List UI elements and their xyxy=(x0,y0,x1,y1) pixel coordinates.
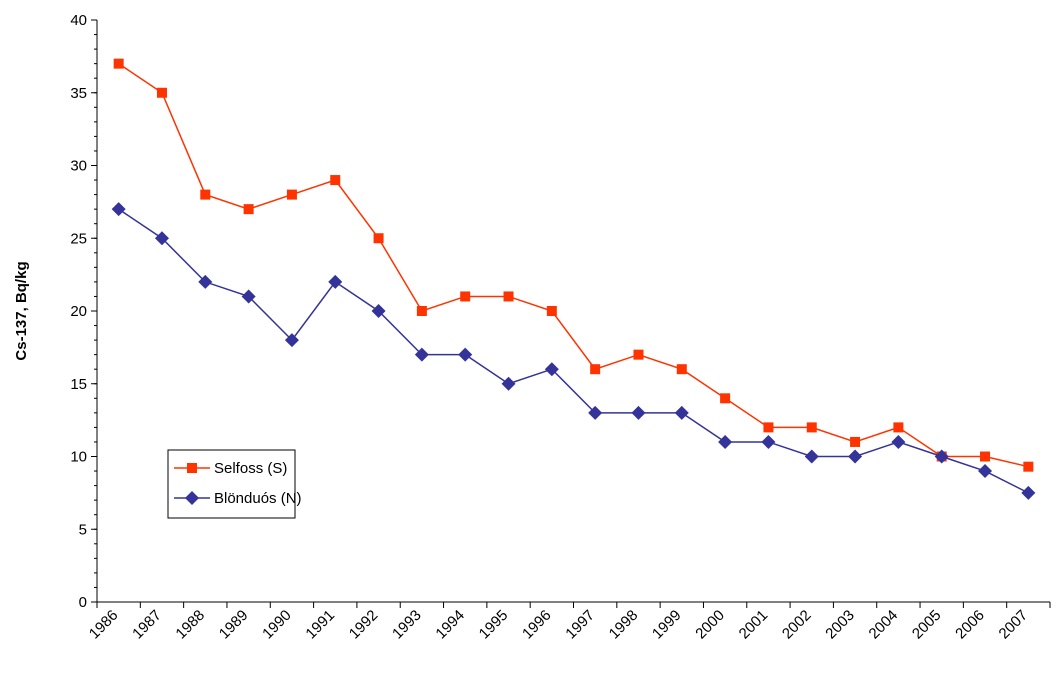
marker xyxy=(720,393,731,404)
marker xyxy=(458,347,473,362)
marker xyxy=(113,58,124,69)
marker xyxy=(154,231,169,246)
marker xyxy=(460,291,471,302)
series-line xyxy=(118,208,1029,494)
marker xyxy=(893,422,904,433)
legend-label: Blönduós (N) xyxy=(214,490,302,507)
marker xyxy=(1023,461,1034,472)
marker xyxy=(156,87,167,98)
marker xyxy=(633,349,644,360)
marker xyxy=(806,422,817,433)
x-tick-label: 1997 xyxy=(562,607,598,643)
y-axis-label: Cs-137, Bq/kg xyxy=(13,261,30,360)
legend-label: Selfoss (S) xyxy=(214,460,287,477)
y-tick-label: 40 xyxy=(70,12,87,29)
marker xyxy=(978,464,993,479)
marker xyxy=(243,204,254,215)
marker xyxy=(501,376,516,391)
y-tick-label: 30 xyxy=(70,158,87,175)
y-tick-label: 35 xyxy=(70,85,87,102)
x-tick-label: 2002 xyxy=(779,607,815,643)
marker xyxy=(187,463,197,473)
marker xyxy=(185,491,199,505)
marker xyxy=(544,362,559,377)
marker xyxy=(980,451,991,462)
marker xyxy=(111,202,126,217)
marker xyxy=(674,405,689,420)
marker xyxy=(804,449,819,464)
x-tick-label: 2000 xyxy=(692,607,728,643)
x-tick-label: 2004 xyxy=(866,607,902,643)
marker xyxy=(414,347,429,362)
x-tick-label: 2003 xyxy=(822,607,858,643)
marker xyxy=(631,405,646,420)
marker xyxy=(286,189,297,200)
series-line xyxy=(118,63,1029,468)
y-tick-label: 10 xyxy=(70,449,87,466)
x-tick-label: 1990 xyxy=(259,607,295,643)
x-tick-label: 1994 xyxy=(432,607,468,643)
x-tick-label: 1999 xyxy=(649,607,685,643)
x-tick-label: 1995 xyxy=(476,607,512,643)
marker xyxy=(590,364,601,375)
marker xyxy=(850,436,861,447)
legend-box xyxy=(167,449,296,519)
marker xyxy=(503,291,514,302)
x-tick-label: 2005 xyxy=(909,607,945,643)
marker xyxy=(328,274,343,289)
marker xyxy=(200,189,211,200)
x-tick-label: 1987 xyxy=(129,607,165,643)
marker xyxy=(891,434,906,449)
marker xyxy=(284,333,299,348)
y-tick-label: 0 xyxy=(79,594,87,611)
x-tick-label: 1993 xyxy=(389,607,425,643)
marker xyxy=(763,422,774,433)
marker xyxy=(1021,485,1036,500)
y-tick-label: 20 xyxy=(70,303,87,320)
marker xyxy=(934,449,949,464)
x-tick-label: 1992 xyxy=(346,607,382,643)
x-tick-label: 2001 xyxy=(736,607,772,643)
marker xyxy=(373,233,384,244)
marker xyxy=(676,364,687,375)
y-tick-label: 5 xyxy=(79,521,87,538)
marker xyxy=(371,304,386,318)
marker xyxy=(241,289,256,304)
x-tick-label: 1988 xyxy=(173,607,209,643)
x-tick-label: 2007 xyxy=(996,607,1032,643)
marker xyxy=(848,449,863,464)
y-tick-label: 15 xyxy=(70,376,87,393)
marker xyxy=(546,306,557,316)
marker xyxy=(718,434,733,449)
x-tick-label: 1986 xyxy=(86,607,122,643)
marker xyxy=(198,274,213,289)
marker xyxy=(330,175,341,186)
marker xyxy=(416,306,427,316)
x-tick-label: 1998 xyxy=(606,607,642,643)
marker xyxy=(588,405,603,420)
x-tick-label: 1996 xyxy=(519,607,555,643)
x-tick-label: 1989 xyxy=(216,607,252,643)
marker xyxy=(761,434,776,449)
y-tick-label: 25 xyxy=(70,230,87,247)
x-tick-label: 2006 xyxy=(952,607,988,643)
x-tick-label: 1991 xyxy=(302,607,338,643)
